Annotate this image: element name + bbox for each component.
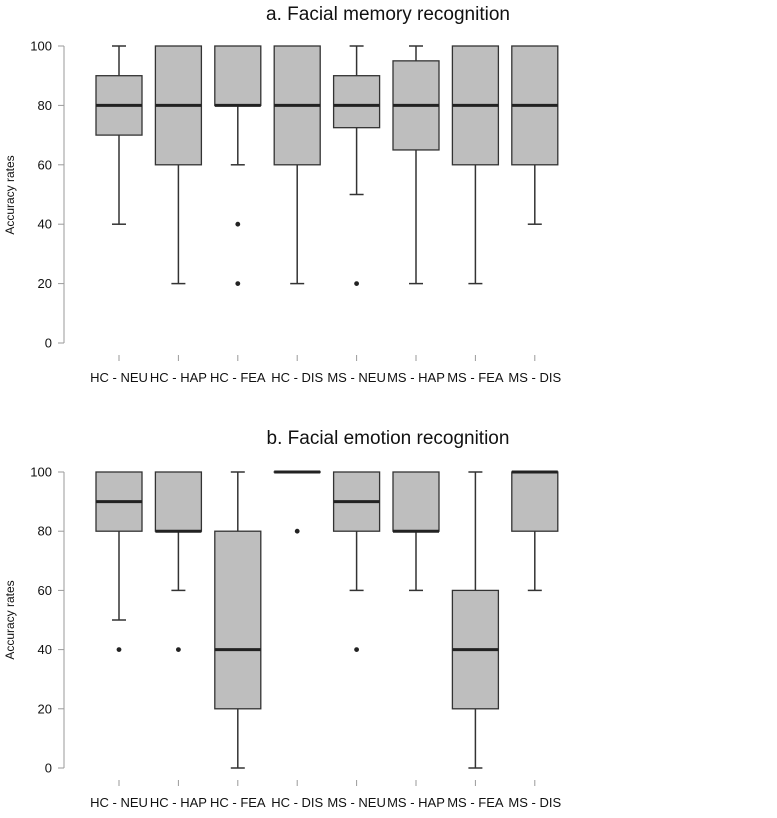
y-axis-title: Accuracy rates	[3, 580, 17, 659]
iqr-box	[334, 76, 380, 128]
chart-title: a. Facial memory recognition	[266, 4, 510, 25]
box-group-ms-neu: MS - NEU	[327, 46, 386, 385]
box-group-hc-dis: HC - DIS	[271, 472, 323, 810]
chart-panel-a: a. Facial memory recognition Accuracy rat…	[3, 4, 561, 385]
outlier-point	[117, 647, 122, 652]
x-category-label: MS - NEU	[327, 370, 386, 385]
box-group-hc-fea: HC - FEA	[210, 46, 266, 385]
box-group-hc-hap: HC - HAP	[150, 46, 207, 385]
outlier-point	[354, 647, 359, 652]
x-category-label: MS - DIS	[508, 370, 561, 385]
outlier-point	[176, 647, 181, 652]
iqr-box	[215, 531, 261, 709]
x-category-label: HC - DIS	[271, 370, 323, 385]
y-tick-label: 100	[30, 39, 52, 54]
y-tick-label: 60	[38, 583, 52, 598]
box-group-ms-hap: MS - HAP	[387, 46, 445, 385]
iqr-box	[155, 472, 201, 531]
y-tick-label: 20	[38, 276, 52, 291]
x-category-label: MS - HAP	[387, 795, 445, 810]
box-group-ms-dis: MS - DIS	[508, 472, 561, 810]
y-tick-label: 80	[38, 524, 52, 539]
box-group-ms-fea: MS - FEA	[447, 472, 504, 810]
box-group-hc-neu: HC - NEU	[90, 46, 148, 385]
x-category-label: MS - NEU	[327, 795, 386, 810]
x-category-label: MS - FEA	[447, 370, 504, 385]
chart-panel-b: b. Facial emotion recognition Accuracy ra…	[3, 428, 561, 810]
box-group-ms-fea: MS - FEA	[447, 46, 504, 385]
x-category-label: HC - DIS	[271, 795, 323, 810]
outlier-point	[295, 529, 300, 534]
box-group-ms-hap: MS - HAP	[387, 472, 445, 810]
iqr-box	[215, 46, 261, 105]
box-group-ms-dis: MS - DIS	[508, 46, 561, 385]
x-category-label: HC - HAP	[150, 795, 207, 810]
x-category-label: HC - HAP	[150, 370, 207, 385]
iqr-box	[393, 472, 439, 531]
y-tick-label: 40	[38, 217, 52, 232]
iqr-box	[512, 472, 558, 531]
outlier-point	[235, 222, 240, 227]
x-category-label: HC - NEU	[90, 795, 148, 810]
box-group-ms-neu: MS - NEU	[327, 472, 386, 810]
x-category-label: HC - NEU	[90, 370, 148, 385]
box-group-hc-hap: HC - HAP	[150, 472, 207, 810]
x-category-label: MS - HAP	[387, 370, 445, 385]
y-tick-label: 40	[38, 642, 52, 657]
y-tick-label: 0	[45, 336, 52, 351]
y-tick-label: 20	[38, 701, 52, 716]
y-axis-title: Accuracy rates	[3, 155, 17, 234]
x-category-label: HC - FEA	[210, 370, 266, 385]
x-category-label: MS - FEA	[447, 795, 504, 810]
x-category-label: HC - FEA	[210, 795, 266, 810]
box-group-hc-fea: HC - FEA	[210, 472, 266, 810]
y-tick-label: 100	[30, 465, 52, 480]
chart-title: b. Facial emotion recognition	[267, 428, 510, 449]
box-group-hc-neu: HC - NEU	[90, 472, 148, 810]
y-tick-label: 80	[38, 98, 52, 113]
y-tick-label: 60	[38, 157, 52, 172]
outlier-point	[354, 281, 359, 286]
x-category-label: MS - DIS	[508, 795, 561, 810]
outlier-point	[235, 281, 240, 286]
y-tick-label: 0	[45, 761, 52, 776]
box-group-hc-dis: HC - DIS	[271, 46, 323, 385]
